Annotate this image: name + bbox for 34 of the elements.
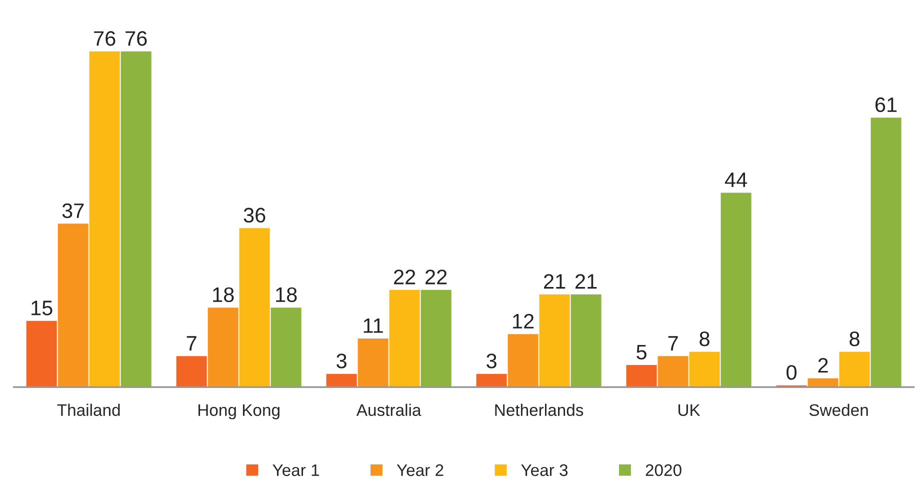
data-label: 21 [544,274,566,289]
x-tick-label: Hong Kong [198,404,280,420]
data-label: 76 [126,31,147,46]
data-label: 7 [186,336,196,350]
data-label: 76 [94,31,116,46]
data-label: 15 [32,300,52,316]
data-label: 22 [426,270,447,284]
x-tick-label: Thailand [57,404,120,416]
legend-label: Year 3 [521,464,568,476]
data-label: 8 [850,332,860,346]
data-label: 61 [875,97,897,112]
data-label: 22 [394,270,416,284]
data-label: 18 [213,287,234,302]
data-label: 3 [336,354,346,368]
x-tick-label: Netherlands [495,404,584,416]
data-label: 7 [668,336,678,350]
data-label: 36 [244,208,266,223]
data-label: 21 [576,274,597,289]
data-label: 5 [636,344,646,360]
data-label: 12 [513,314,534,328]
data-label: 0 [786,365,797,380]
x-tick-label: UK [678,404,700,416]
data-label: 8 [700,332,710,346]
data-label: 3 [486,354,496,368]
x-tick-label: Australia [356,404,422,416]
x-tick-label: Sweden [809,404,868,416]
legend-label: Year 1 [272,464,320,476]
data-label: 37 [62,203,84,218]
data-label: 44 [724,172,748,188]
data-label: 11 [364,318,383,333]
legend-label: Year 2 [396,464,444,476]
data-label: 2 [818,358,828,373]
legend-label: 2020 [646,464,682,476]
data-label: 18 [276,287,297,302]
